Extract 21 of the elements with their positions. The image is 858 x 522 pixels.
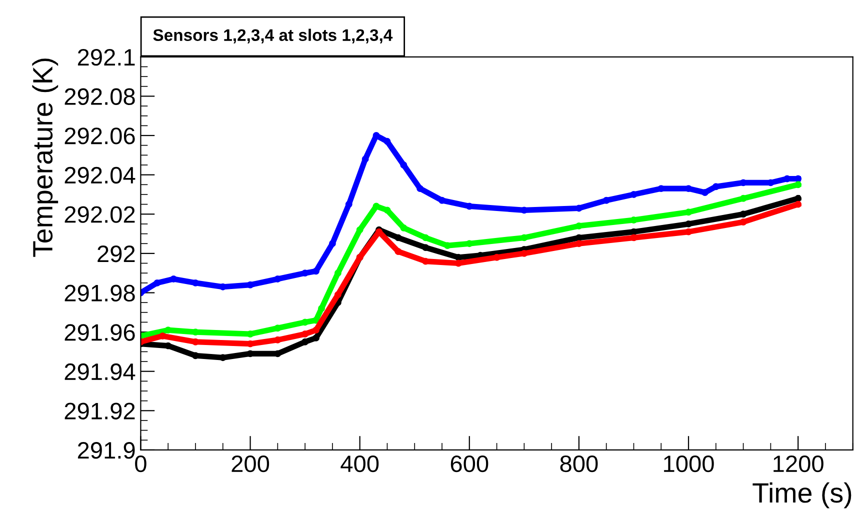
x-tick-label: 1000 [664,455,714,472]
x-tick-label: 400 [340,455,379,472]
y-tick-label: 292 [98,246,135,262]
x-tick-label: 1200 [774,455,824,472]
y-tick-label: 291.98 [64,284,135,302]
x-axis-title: Time (s) [752,482,852,508]
y-tick-label: 291.9 [78,442,135,459]
y-tick-label: 291.94 [64,363,136,380]
y-tick-label: 292.08 [64,88,135,105]
y-tick-label: 291.96 [64,324,135,341]
x-tick-label: 800 [560,455,598,472]
y-tick-label: 292.04 [64,166,136,184]
y-tick-label: 292.1 [78,48,135,66]
y-axis-title: Temperature (K) [32,58,58,257]
y-tick-label: 292.06 [64,128,135,144]
x-tick-label: 600 [450,455,488,472]
y-tick-label: 291.92 [64,402,135,420]
chart-title: Sensors 1,2,3,4 at slots 1,2,3,4 [153,28,393,44]
x-tick-label: 0 [135,455,146,472]
x-tick-label: 200 [232,455,270,472]
y-tick-label: 292.02 [64,206,135,223]
